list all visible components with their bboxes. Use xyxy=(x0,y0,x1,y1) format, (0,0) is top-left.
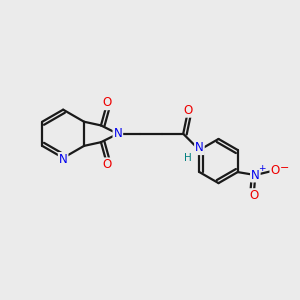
Text: N: N xyxy=(113,127,122,140)
Text: −: − xyxy=(280,163,289,173)
Text: H: H xyxy=(184,153,192,163)
Text: N: N xyxy=(195,141,204,154)
Text: O: O xyxy=(270,164,280,177)
Text: O: O xyxy=(249,189,259,202)
Text: N: N xyxy=(59,153,68,166)
Text: N: N xyxy=(251,169,260,182)
Text: O: O xyxy=(102,96,112,109)
Text: O: O xyxy=(102,158,112,171)
Text: +: + xyxy=(258,164,266,173)
Text: O: O xyxy=(183,104,192,117)
